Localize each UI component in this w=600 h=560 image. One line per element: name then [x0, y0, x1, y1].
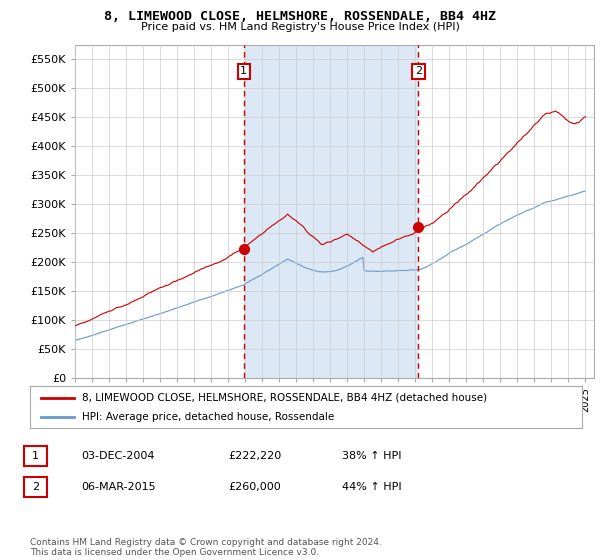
Text: 2: 2	[415, 67, 422, 77]
Text: HPI: Average price, detached house, Rossendale: HPI: Average price, detached house, Ross…	[82, 412, 335, 422]
Text: 8, LIMEWOOD CLOSE, HELMSHORE, ROSSENDALE, BB4 4HZ (detached house): 8, LIMEWOOD CLOSE, HELMSHORE, ROSSENDALE…	[82, 393, 488, 403]
Text: Price paid vs. HM Land Registry's House Price Index (HPI): Price paid vs. HM Land Registry's House …	[140, 22, 460, 32]
Text: £260,000: £260,000	[228, 482, 281, 492]
Text: 1: 1	[241, 67, 247, 77]
Text: 06-MAR-2015: 06-MAR-2015	[81, 482, 155, 492]
Text: 03-DEC-2004: 03-DEC-2004	[81, 451, 155, 461]
Text: 8, LIMEWOOD CLOSE, HELMSHORE, ROSSENDALE, BB4 4HZ: 8, LIMEWOOD CLOSE, HELMSHORE, ROSSENDALE…	[104, 10, 496, 23]
Text: £222,220: £222,220	[228, 451, 281, 461]
Text: Contains HM Land Registry data © Crown copyright and database right 2024.
This d: Contains HM Land Registry data © Crown c…	[30, 538, 382, 557]
Text: 38% ↑ HPI: 38% ↑ HPI	[342, 451, 401, 461]
Text: 44% ↑ HPI: 44% ↑ HPI	[342, 482, 401, 492]
Text: 1: 1	[32, 451, 39, 461]
Text: 2: 2	[32, 482, 39, 492]
Bar	[244, 45, 418, 378]
